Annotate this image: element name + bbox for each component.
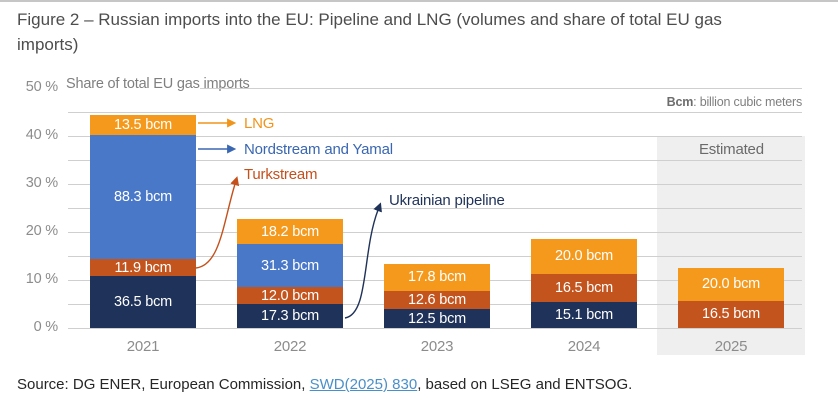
gridline-0pct xyxy=(68,328,802,329)
legend-arrow-ukrainian xyxy=(344,202,382,319)
source-link[interactable]: SWD(2025) 830 xyxy=(309,376,418,393)
unit-note-term: Bcm xyxy=(666,95,694,109)
bar-segment-label: 12.6 bcm xyxy=(407,291,467,308)
bar-segment-2023-turkstream: 12.6 bcm xyxy=(384,290,490,310)
x-axis-label-2024: 2024 xyxy=(567,338,601,355)
bar-segment-2022-ukrainian: 17.3 bcm xyxy=(237,304,343,328)
bar-segment-label: 12.0 bcm xyxy=(260,287,320,304)
bar-segment-2022-lng: 18.2 bcm xyxy=(237,219,343,244)
unit-note: Bcm: billion cubic meters xyxy=(666,95,803,109)
bar-segment-label: 31.3 bcm xyxy=(260,257,320,274)
y-axis-title: Share of total EU gas imports xyxy=(66,76,250,92)
bar-segment-label: 11.9 bcm xyxy=(114,259,172,276)
bar-segment-label: 20.0 bcm xyxy=(701,276,761,293)
unit-note-def: : billion cubic meters xyxy=(693,95,802,109)
bar-segment-label: 17.3 bcm xyxy=(260,308,320,324)
y-axis-tick-20: 20 % xyxy=(25,223,58,239)
legend-label-ukrainian: Ukrainian pipeline xyxy=(389,192,505,209)
estimated-label: Estimated xyxy=(698,141,764,158)
bar-segment-2021-ukrainian: 36.5 bcm xyxy=(90,276,196,328)
bar-segment-2021-nordstream: 88.3 bcm xyxy=(90,134,196,260)
gridline-40pct xyxy=(68,136,802,137)
legend-label-nordstream: Nordstream and Yamal xyxy=(244,141,393,158)
figure-title: Figure 2 – Russian imports into the EU: … xyxy=(17,10,722,54)
bar-segment-2024-ukrainian: 15.1 bcm xyxy=(531,302,637,328)
gridline-25pct xyxy=(68,208,802,209)
bar-segment-label: 20.0 bcm xyxy=(554,248,614,265)
bar-segment-2025-lng: 20.0 bcm xyxy=(678,267,784,301)
bar-segment-label: 12.5 bcm xyxy=(407,310,467,327)
gridline-30pct xyxy=(68,184,802,185)
legend-label-lng: LNG xyxy=(244,115,275,132)
source-suffix: , based on LSEG and ENTSOG. xyxy=(417,376,633,393)
y-axis-tick-0: 0 % xyxy=(33,319,59,335)
bar-segment-2023-lng: 17.8 bcm xyxy=(384,264,490,291)
y-axis-tick-40: 40 % xyxy=(25,127,58,143)
bar-segment-label: 88.3 bcm xyxy=(113,188,173,205)
source-prefix: Source: DG ENER, European Commission, xyxy=(17,376,310,393)
source-text: Source: DG ENER, European Commission, SW… xyxy=(17,376,817,393)
bar-segment-label: 15.1 bcm xyxy=(554,307,614,324)
bar-segment-label: 16.5 bcm xyxy=(554,279,614,296)
bar-segment-label: 36.5 bcm xyxy=(113,294,173,311)
bar-segment-2021-turkstream: 11.9 bcm xyxy=(90,259,196,277)
gridline-45pct xyxy=(68,112,802,113)
gridline-15pct xyxy=(68,256,802,257)
x-axis-label-2022: 2022 xyxy=(273,338,307,355)
bar-segment-2024-turkstream: 16.5 bcm xyxy=(531,273,637,303)
x-axis-label-2021: 2021 xyxy=(126,338,160,355)
bar-segment-2024-lng: 20.0 bcm xyxy=(531,239,637,274)
bar-segment-2021-lng: 13.5 bcm xyxy=(90,115,196,135)
y-axis-tick-10: 10 % xyxy=(25,271,58,287)
x-axis-label-2023: 2023 xyxy=(420,338,454,355)
bar-segment-2023-ukrainian: 12.5 bcm xyxy=(384,309,490,328)
bar-segment-label: 13.5 bcm xyxy=(113,116,173,133)
gridline-35pct xyxy=(68,160,802,161)
bar-segment-2025-turkstream: 16.5 bcm xyxy=(678,300,784,328)
bar-segment-label: 18.2 bcm xyxy=(260,223,320,240)
legend-label-turkstream: Turkstream xyxy=(244,166,318,183)
gridline-20pct xyxy=(68,232,802,233)
gridline-50pct xyxy=(200,88,802,89)
y-axis-tick-30: 30 % xyxy=(25,175,58,191)
y-axis-tick-50: 50 % xyxy=(25,79,58,95)
bar-segment-2022-nordstream: 31.3 bcm xyxy=(237,244,343,288)
bar-segment-label: 16.5 bcm xyxy=(701,306,761,323)
bar-segment-label: 17.8 bcm xyxy=(407,269,467,286)
bar-segment-2022-turkstream: 12.0 bcm xyxy=(237,287,343,304)
x-axis-label-2025: 2025 xyxy=(714,338,748,355)
